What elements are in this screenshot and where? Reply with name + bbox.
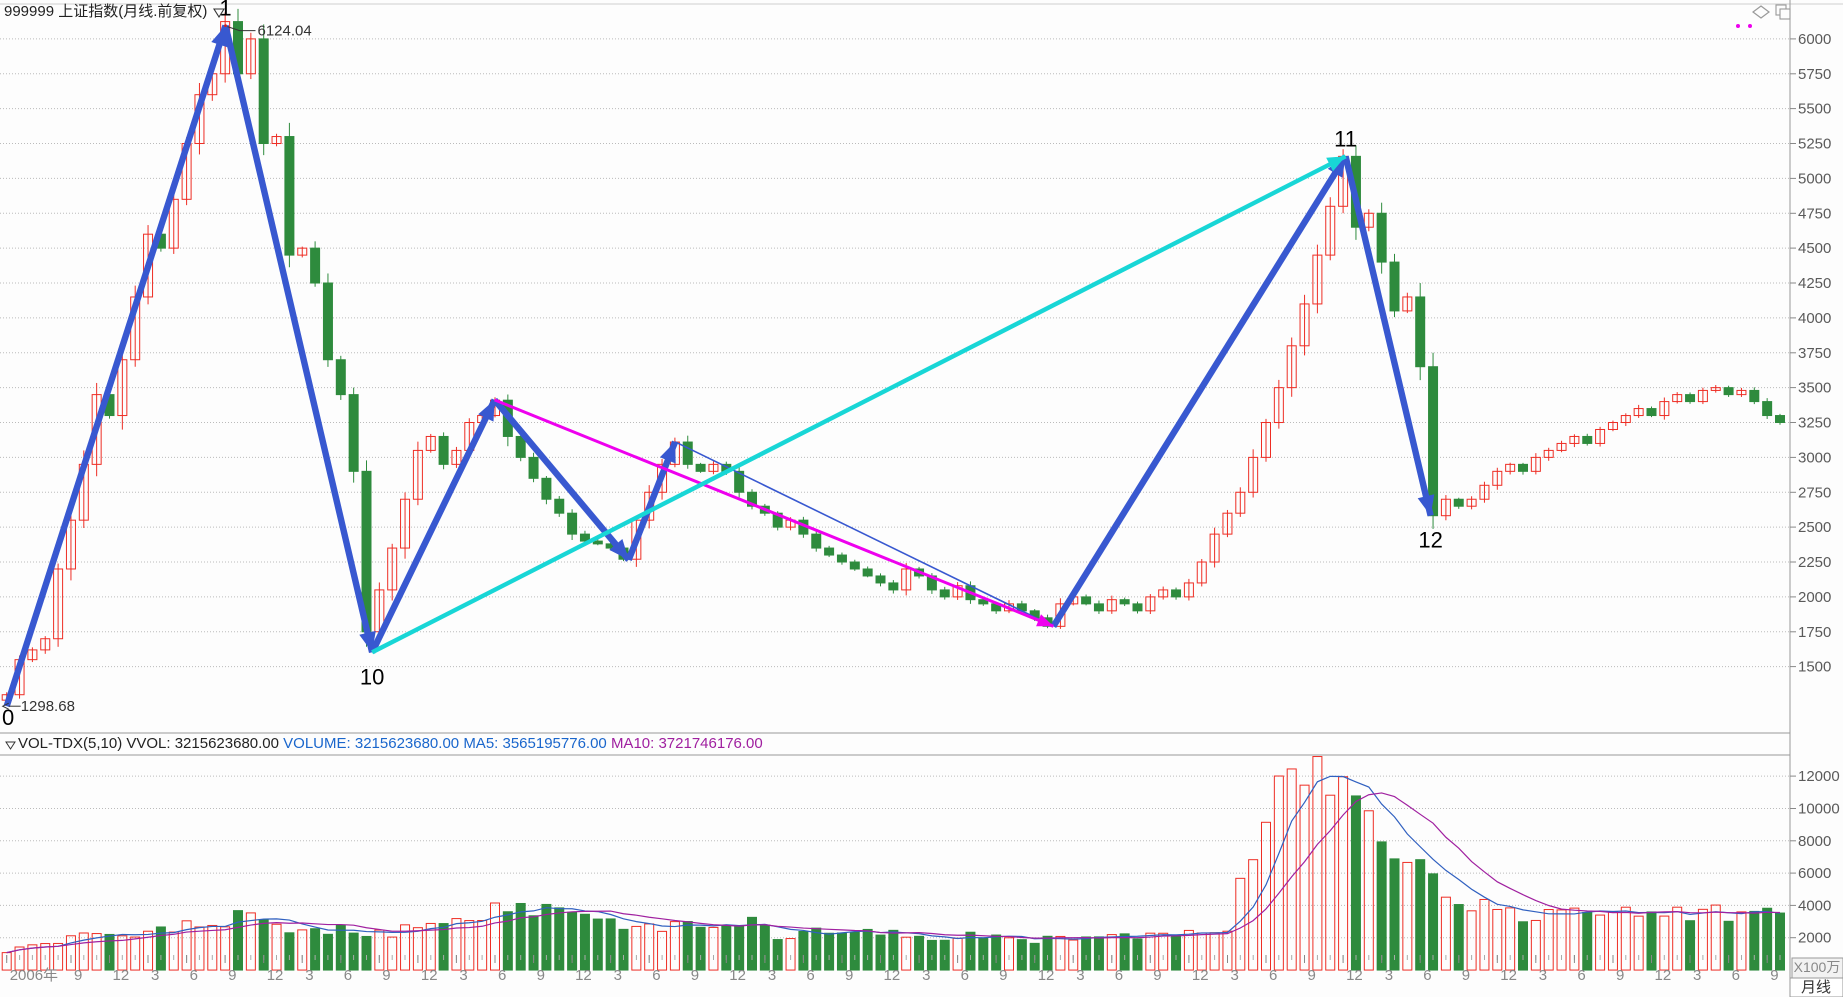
svg-text:12: 12 [1192,967,1209,984]
svg-text:6: 6 [652,967,660,984]
svg-text:999999 上证指数(月线.前复权): 999999 上证指数(月线.前复权) [4,2,207,20]
svg-text:1298.68: 1298.68 [21,698,75,715]
svg-text:2000: 2000 [1798,589,1831,606]
svg-text:3: 3 [459,967,467,984]
svg-text:4000: 4000 [1798,897,1831,914]
svg-text:12000: 12000 [1798,768,1840,785]
svg-text:12: 12 [1500,967,1517,984]
svg-text:9: 9 [1462,967,1470,984]
svg-text:6: 6 [1732,967,1740,984]
svg-text:12: 12 [1346,967,1363,984]
svg-text:4750: 4750 [1798,205,1831,222]
svg-text:4500: 4500 [1798,240,1831,257]
svg-text:月线: 月线 [1801,979,1831,996]
svg-text:5500: 5500 [1798,101,1831,118]
svg-text:3: 3 [305,967,313,984]
svg-text:2000: 2000 [1798,930,1831,947]
svg-text:9: 9 [1616,967,1624,984]
svg-text:6000: 6000 [1798,31,1831,48]
svg-text:10000: 10000 [1798,801,1840,818]
svg-text:12: 12 [113,967,130,984]
svg-text:1: 1 [219,0,231,21]
svg-text:9: 9 [537,967,545,984]
svg-text:1750: 1750 [1798,624,1831,641]
svg-text:4000: 4000 [1798,310,1831,327]
svg-text:3500: 3500 [1798,380,1831,397]
svg-text:3: 3 [1231,967,1239,984]
svg-text:12: 12 [575,967,592,984]
svg-text:2500: 2500 [1798,519,1831,536]
svg-text:6: 6 [190,967,198,984]
svg-text:6: 6 [806,967,814,984]
svg-text:2006年: 2006年 [10,967,58,984]
svg-text:VOL-TDX(5,10) VVOL: 321562368: VOL-TDX(5,10) VVOL: 3215623680.00 VOLUME… [18,735,763,752]
svg-text:1500: 1500 [1798,659,1831,676]
svg-text:3: 3 [922,967,930,984]
svg-text:3750: 3750 [1798,345,1831,362]
svg-text:3: 3 [1693,967,1701,984]
svg-text:3000: 3000 [1798,449,1831,466]
svg-text:5250: 5250 [1798,136,1831,153]
svg-text:12: 12 [1655,967,1672,984]
svg-text:6: 6 [961,967,969,984]
svg-text:3: 3 [768,967,776,984]
svg-text:6: 6 [1577,967,1585,984]
svg-text:6: 6 [1115,967,1123,984]
svg-text:12: 12 [729,967,746,984]
svg-text:2250: 2250 [1798,554,1831,571]
svg-text:6: 6 [1423,967,1431,984]
svg-text:9: 9 [74,967,82,984]
svg-text:12: 12 [421,967,438,984]
svg-text:6124.04: 6124.04 [258,23,312,40]
svg-text:5000: 5000 [1798,170,1831,187]
svg-text:9: 9 [1153,967,1161,984]
svg-text:9: 9 [1770,967,1778,984]
svg-text:9: 9 [382,967,390,984]
svg-text:6: 6 [344,967,352,984]
svg-text:3: 3 [1539,967,1547,984]
svg-text:9: 9 [999,967,1007,984]
svg-text:6: 6 [1269,967,1277,984]
svg-text:6: 6 [498,967,506,984]
svg-text:9: 9 [1308,967,1316,984]
svg-text:12: 12 [267,967,284,984]
svg-text:10: 10 [360,664,384,689]
svg-text:2750: 2750 [1798,484,1831,501]
svg-text:12: 12 [1418,528,1442,553]
svg-text:9: 9 [228,967,236,984]
svg-text:9: 9 [845,967,853,984]
svg-text:3: 3 [151,967,159,984]
svg-text:6000: 6000 [1798,865,1831,882]
svg-text:3: 3 [1385,967,1393,984]
svg-text:3250: 3250 [1798,415,1831,432]
svg-text:12: 12 [884,967,901,984]
svg-text:3: 3 [1076,967,1084,984]
svg-text:9: 9 [691,967,699,984]
svg-text:8000: 8000 [1798,833,1831,850]
svg-text:12: 12 [1038,967,1055,984]
svg-text:3: 3 [614,967,622,984]
svg-text:5750: 5750 [1798,66,1831,83]
svg-text:4250: 4250 [1798,275,1831,292]
svg-text:X100万: X100万 [1794,959,1841,975]
svg-text:11: 11 [1334,126,1357,151]
